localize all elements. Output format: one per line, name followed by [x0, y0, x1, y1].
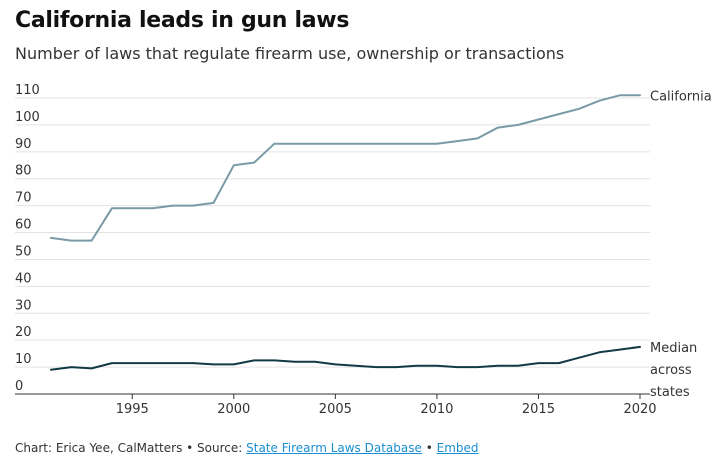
- y-tick-label-0: 0: [15, 379, 23, 394]
- y-tick-label-80: 80: [15, 164, 32, 179]
- x-tick-label-2005: 2005: [319, 402, 352, 417]
- chart-subtitle: Number of laws that regulate firearm use…: [15, 44, 565, 63]
- x-tick-label-2010: 2010: [420, 402, 453, 417]
- x-tick-label-2015: 2015: [522, 402, 555, 417]
- y-tick-label-50: 50: [15, 244, 32, 259]
- y-tick-label-60: 60: [15, 218, 32, 233]
- line-chart: 0 10 20 30 40 50 60 70 80 90 100 110 1995 2000 2005 201…: [15, 83, 712, 417]
- x-tick-label-1995: 1995: [116, 402, 149, 417]
- axes: 0 10 20 30 40 50 60 70 80 90 100 110 1995 2000 2005 201…: [15, 83, 657, 417]
- y-tick-label-40: 40: [15, 271, 32, 286]
- chart-footer: Chart: Erica Yee, CalMatters • Source: S…: [15, 441, 479, 455]
- y-tick-label-90: 90: [15, 137, 32, 152]
- series-label-median-across-states-1: across: [650, 363, 692, 378]
- gridlines: [15, 97, 650, 395]
- series-label-median-across-states-0: Median: [650, 341, 697, 356]
- y-tick-label-30: 30: [15, 298, 32, 313]
- series-label-california-0: California: [650, 89, 712, 104]
- y-tick-label-100: 100: [15, 110, 40, 125]
- series-line-median-across-states: [50, 345, 641, 371]
- chart-title: California leads in gun laws: [15, 8, 350, 33]
- x-tick-label-2020: 2020: [623, 402, 656, 417]
- y-tick-label-20: 20: [15, 325, 32, 340]
- series-labels: California Median across states: [650, 89, 712, 400]
- y-tick-label-10: 10: [15, 352, 32, 367]
- footer-separator: •: [421, 441, 437, 455]
- y-tick-label-110: 110: [15, 83, 40, 98]
- y-tick-label-70: 70: [15, 191, 32, 206]
- source-link[interactable]: State Firearm Laws Database: [246, 441, 422, 455]
- series-label-median-across-states-2: states: [650, 385, 690, 400]
- x-tick-label-2000: 2000: [217, 402, 250, 417]
- embed-link[interactable]: Embed: [436, 441, 479, 455]
- series-line-california: [50, 94, 641, 242]
- footer-credit: Chart: Erica Yee, CalMatters • Source:: [15, 441, 247, 455]
- series-lines: [50, 94, 641, 371]
